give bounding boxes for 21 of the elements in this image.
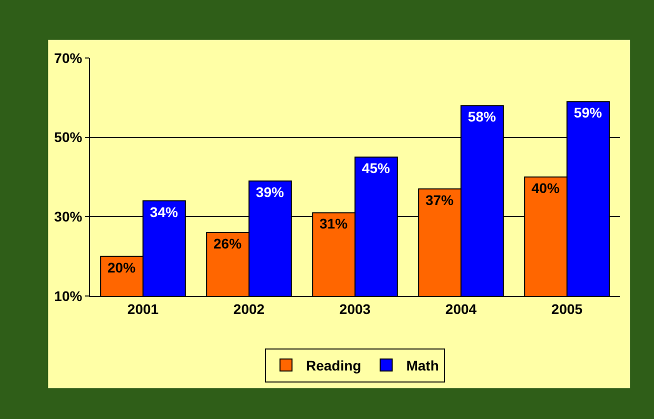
data-label: 20% bbox=[108, 259, 136, 276]
data-label: 31% bbox=[320, 216, 348, 232]
data-label: 39% bbox=[256, 184, 284, 200]
legend-label: Math bbox=[406, 357, 439, 374]
x-tick-label: 2003 bbox=[339, 300, 371, 317]
data-label: 26% bbox=[214, 236, 242, 252]
data-label: 34% bbox=[150, 204, 178, 220]
y-tick-label: 70% bbox=[54, 50, 83, 66]
x-tick-label: 2004 bbox=[445, 300, 477, 317]
x-tick-label: 2005 bbox=[551, 300, 583, 317]
legend-label: Reading bbox=[306, 357, 362, 374]
y-tick-label: 50% bbox=[54, 129, 83, 146]
data-label: 59% bbox=[574, 104, 602, 121]
x-tick-label: 2002 bbox=[233, 300, 265, 317]
y-tick-label: 10% bbox=[54, 288, 83, 304]
y-tick-label: 30% bbox=[54, 208, 83, 225]
data-label: 58% bbox=[468, 108, 496, 125]
data-label: 40% bbox=[532, 180, 560, 196]
data-label: 45% bbox=[362, 160, 390, 176]
x-tick-label: 2001 bbox=[127, 300, 159, 317]
data-label: 37% bbox=[426, 192, 454, 208]
